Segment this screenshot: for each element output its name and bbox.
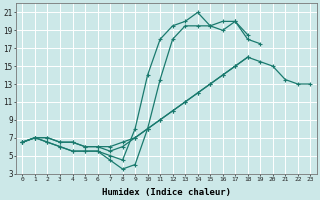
X-axis label: Humidex (Indice chaleur): Humidex (Indice chaleur): [102, 188, 231, 197]
